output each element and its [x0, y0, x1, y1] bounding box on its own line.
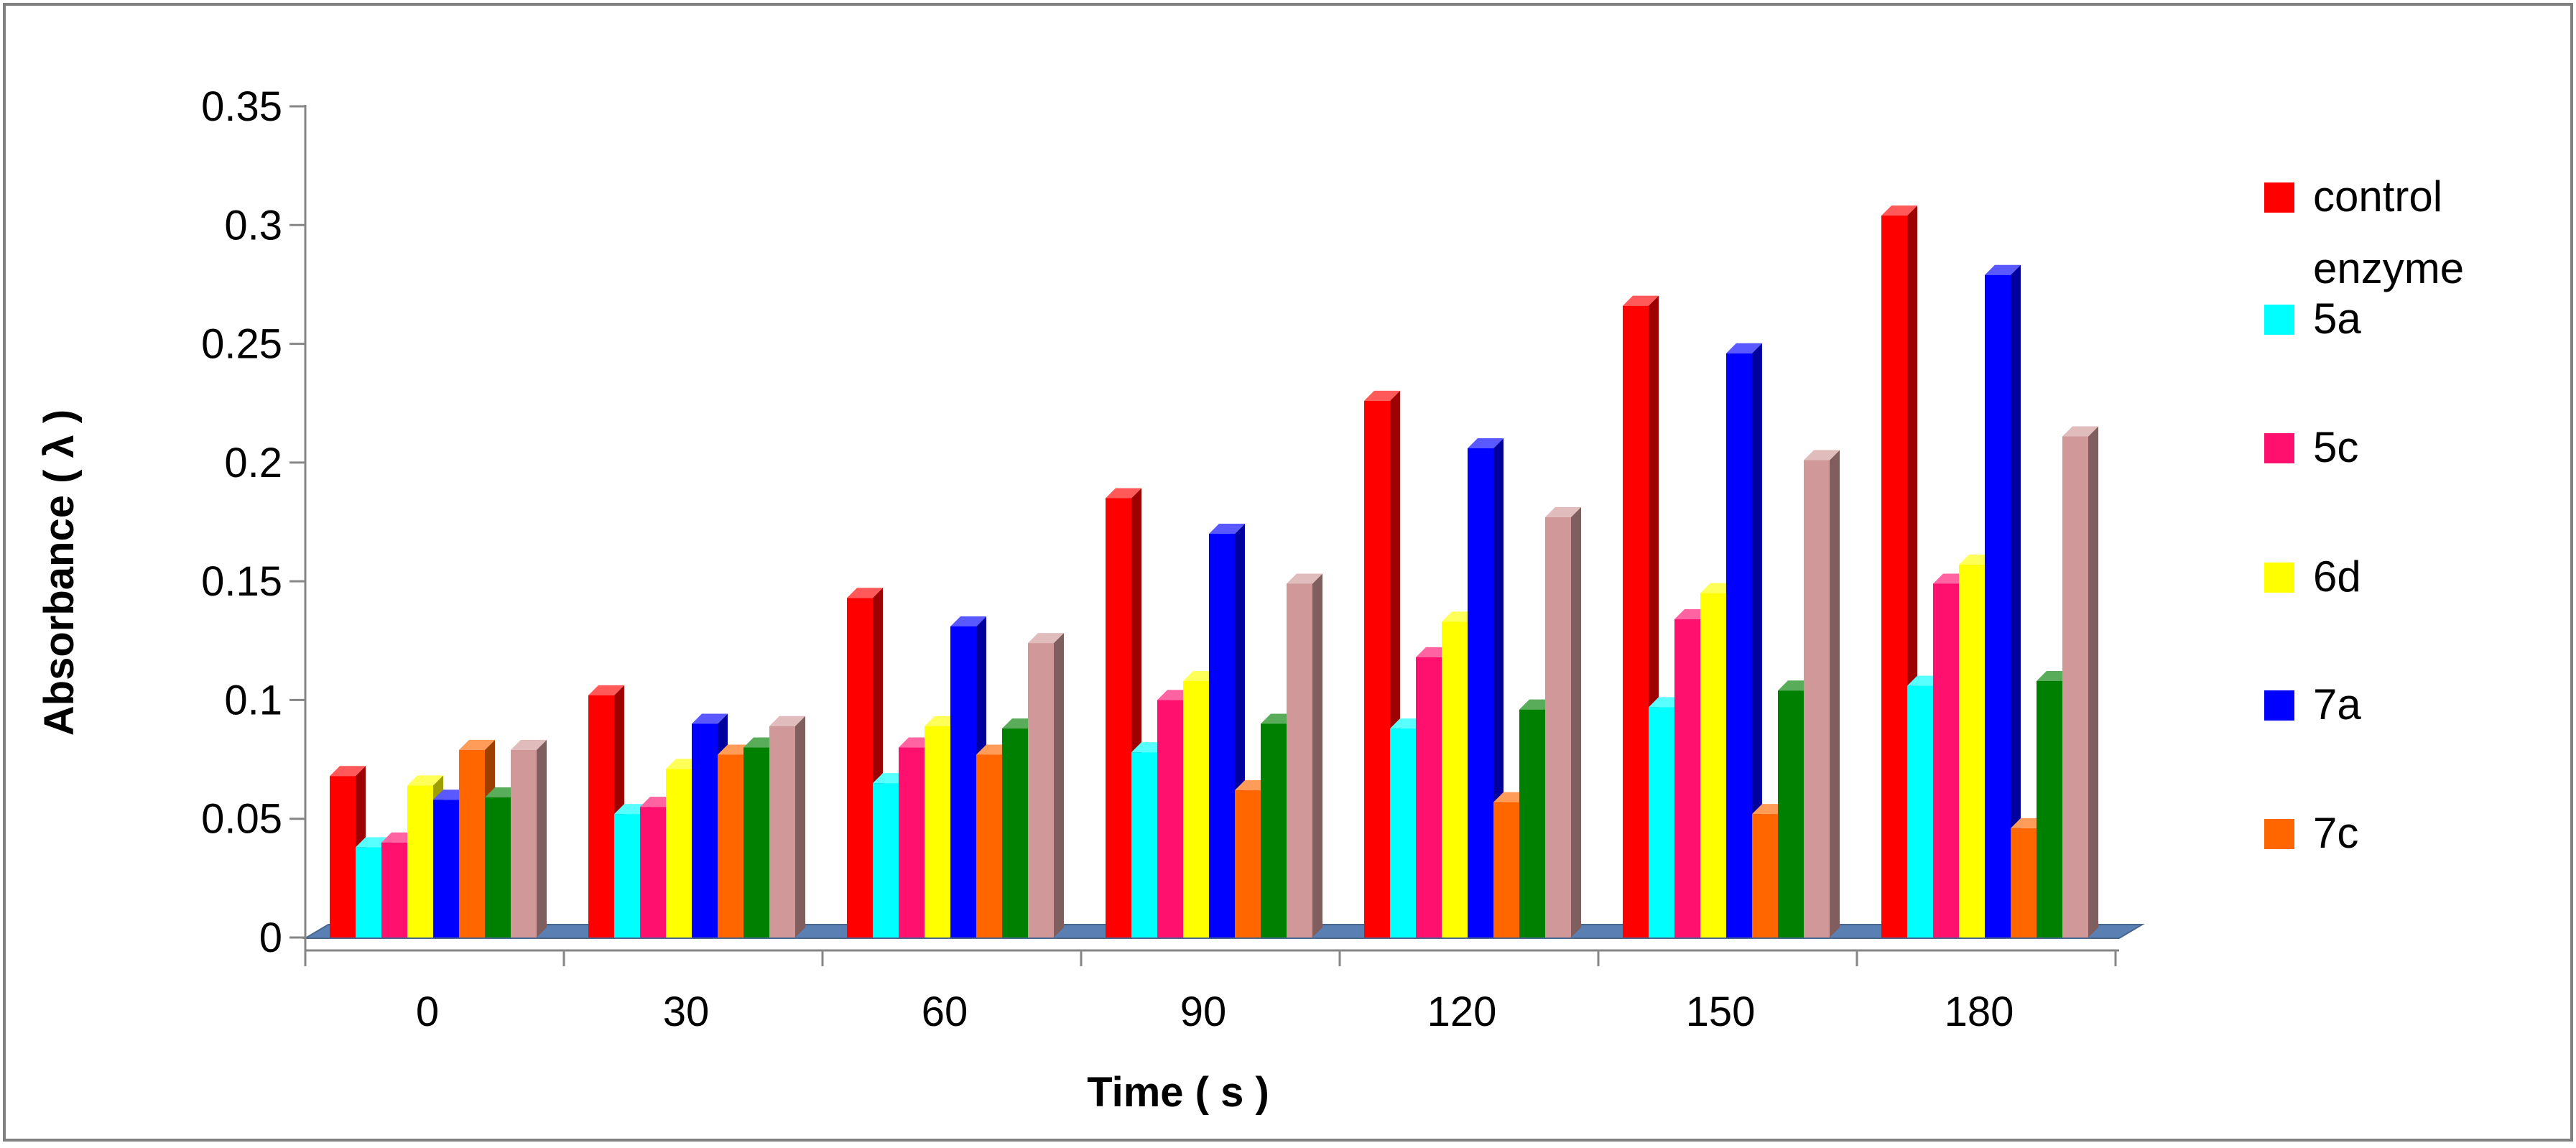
y-axis-title: Absorbance ( λ ) — [36, 409, 83, 736]
legend-swatch — [2264, 690, 2294, 721]
legend-item: 7c — [2264, 809, 2358, 857]
bar — [1545, 506, 1581, 938]
bar — [1985, 264, 2021, 938]
legend-swatch — [2264, 563, 2294, 593]
legend-swatch — [2264, 819, 2294, 849]
y-tick-label: 0.25 — [201, 321, 282, 368]
legend-label: 5c — [2313, 423, 2358, 471]
legend-item: 5a — [2264, 295, 2361, 343]
legend-item: 6d — [2264, 552, 2361, 601]
x-tick-label: 120 — [1427, 989, 1497, 1035]
x-tick-label: 90 — [1180, 989, 1227, 1035]
legend-label: control enzyme — [2313, 172, 2464, 292]
x-tick-label: 0 — [416, 989, 439, 1035]
legend-swatch — [2264, 433, 2294, 463]
bar — [511, 739, 547, 938]
y-tick-label: 0.2 — [224, 440, 282, 486]
legend-swatch — [2264, 182, 2294, 213]
y-tick-label: 0.05 — [201, 796, 282, 843]
bar — [1726, 343, 1762, 938]
y-tick-label: 0.15 — [201, 558, 282, 605]
bar — [847, 588, 883, 938]
x-axis-title: Time ( s ) — [1087, 1069, 1269, 1116]
x-tick-label: 180 — [1945, 989, 2014, 1035]
x-tick-label: 30 — [663, 989, 710, 1035]
legend-item: 5c — [2264, 423, 2358, 471]
bar — [1287, 573, 1322, 938]
x-tick-label: 60 — [922, 989, 968, 1035]
bar — [1028, 633, 1064, 938]
bar — [1804, 450, 1840, 938]
legend-label: 5a — [2313, 295, 2361, 343]
y-tick-label: 0.3 — [224, 202, 282, 249]
y-tick-label: 0.35 — [201, 83, 282, 130]
legend-label: 6d — [2313, 552, 2361, 601]
x-tick-label: 150 — [1686, 989, 1756, 1035]
legend-swatch — [2264, 305, 2294, 335]
y-tick-label: 0 — [259, 915, 282, 961]
bar — [769, 716, 805, 938]
legend-item: 7a — [2264, 680, 2361, 728]
legend-label: 7a — [2313, 680, 2361, 728]
bar — [2062, 426, 2098, 938]
y-tick-label: 0.1 — [224, 677, 282, 723]
legend-label: 7c — [2313, 809, 2358, 857]
chart-border — [3, 3, 2573, 1142]
legend-item: control enzyme — [2264, 172, 2464, 292]
